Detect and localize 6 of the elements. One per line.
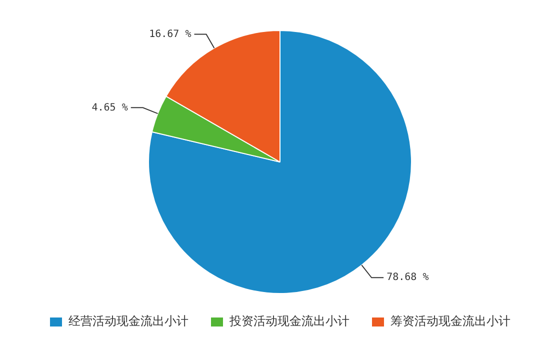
legend-label: 投资活动现金流出小计 [228,314,350,328]
data-label: 78.68 % [386,272,429,284]
data-label: 16.67 % [149,28,192,40]
data-label: 4.65 % [92,102,128,114]
legend-label: 筹资活动现金流出小计 [390,314,510,328]
legend-label: 经营活动现金流出小计 [68,314,188,328]
